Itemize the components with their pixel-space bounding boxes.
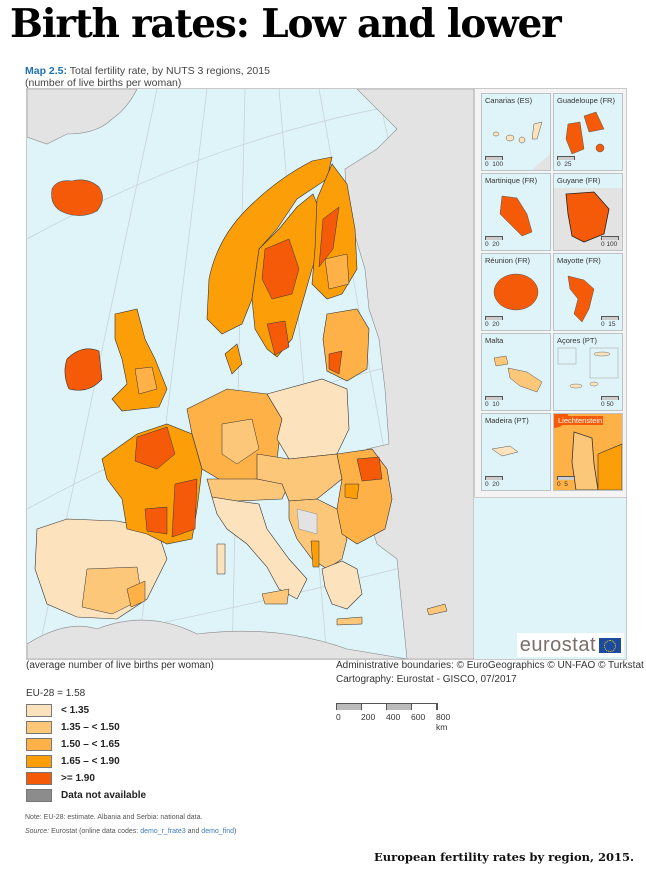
france-southeast-high xyxy=(171,478,198,538)
distance-scale-bar: 0 200 400 600 800 km xyxy=(336,703,476,732)
inset-scale: 0 100 xyxy=(601,236,619,248)
data-code-link-2[interactable]: demo_find xyxy=(201,828,234,835)
map-title: Map 2.5: Total fertility rate, by NUTS 3… xyxy=(25,65,270,77)
italy xyxy=(211,496,308,600)
lithuania-high xyxy=(328,350,343,375)
greece xyxy=(321,560,363,610)
cartography-credit: Cartography: Eurostat - GISCO, 07/2017 xyxy=(336,674,517,685)
inset-label: Canarias (ES) xyxy=(485,96,533,105)
legend-swatch xyxy=(26,755,52,768)
france-south-high xyxy=(144,506,168,535)
inset-label: Réunion (FR) xyxy=(485,256,531,265)
inset-scale: 0 20 xyxy=(485,316,503,328)
legend-item: >= 1.90 xyxy=(26,770,146,787)
figure-caption: European fertility rates by region, 2015… xyxy=(374,850,634,864)
legend-item: < 1.35 xyxy=(26,702,146,719)
greenland xyxy=(27,89,138,145)
legend-swatch xyxy=(26,704,52,717)
inset-label: Madeira (PT) xyxy=(485,416,529,425)
legend: EU-28 = 1.58 < 1.35 1.35 – < 1.50 1.50 –… xyxy=(26,688,146,804)
sweden-south-high xyxy=(266,320,290,356)
inset-label: Guadeloupe (FR) xyxy=(557,96,615,105)
inset-madeira: Madeira (PT) 0 20 xyxy=(481,413,551,491)
map-unit-caption: (average number of live births per woman… xyxy=(26,660,214,671)
legend-item: 1.50 – < 1.65 xyxy=(26,736,146,753)
romania-northeast-high xyxy=(356,456,383,482)
crete xyxy=(336,616,363,626)
inset-acores: Açores (PT) 0 50 xyxy=(553,333,623,411)
legend-swatch xyxy=(26,789,52,802)
headline: Birth rates: Low and lower xyxy=(10,1,562,47)
inset-scale: 0 50 xyxy=(601,396,619,408)
inset-reunion: Réunion (FR) 0 20 xyxy=(481,253,551,331)
norway xyxy=(206,156,333,335)
inset-label: Guyane (FR) xyxy=(557,176,601,185)
inset-label: Martinique (FR) xyxy=(485,176,538,185)
eurostat-logo: eurostat xyxy=(516,633,624,657)
north-africa xyxy=(27,619,408,659)
inset-scale: 0 10 xyxy=(485,396,503,408)
source-text: Source: Eurostat (online data codes: dem… xyxy=(25,828,237,835)
finland-south xyxy=(324,253,350,290)
note-text: Note: EU-28: estimate. Albania and Serbi… xyxy=(25,814,203,821)
choropleth-map: Canarias (ES) 0 100 Guadeloupe (FR) 0 25… xyxy=(26,88,627,660)
inset-liechtenstein: Liechtenstein 0 5 xyxy=(553,413,623,491)
inset-label: Liechtenstein xyxy=(557,416,604,425)
inset-panel: Canarias (ES) 0 100 Guadeloupe (FR) 0 25… xyxy=(474,89,626,498)
inset-label: Açores (PT) xyxy=(557,336,598,345)
inset-canarias: Canarias (ES) 0 100 xyxy=(481,93,551,171)
inset-scale: 0 100 xyxy=(485,156,503,168)
inset-scale: 0 20 xyxy=(485,476,503,488)
spain-south xyxy=(81,566,143,615)
legend-swatch xyxy=(26,721,52,734)
sardinia-corsica xyxy=(216,543,226,575)
inset-scale: 0 25 xyxy=(557,156,575,168)
finland-west-high xyxy=(318,206,340,268)
inset-label: Malta xyxy=(485,336,504,345)
legend-eu-average: EU-28 = 1.58 xyxy=(26,688,86,699)
inset-scale: 0 20 xyxy=(485,236,503,248)
inset-guyane: Guyane (FR) 0 100 xyxy=(553,173,623,251)
romania-central xyxy=(344,483,360,500)
inset-malta: Malta 0 10 xyxy=(481,333,551,411)
legend-item: 1.65 – < 1.90 xyxy=(26,753,146,770)
murcia xyxy=(126,580,146,608)
sweden-north-high xyxy=(261,238,300,300)
cyprus xyxy=(426,603,448,616)
inset-guadeloupe: Guadeloupe (FR) 0 25 xyxy=(553,93,623,171)
data-code-link-1[interactable]: demo_r_frate3 xyxy=(140,828,186,835)
map-number: Map 2.5: xyxy=(25,65,68,77)
sicily xyxy=(261,588,290,605)
legend-swatch xyxy=(26,738,52,751)
inset-label: Mayotte (FR) xyxy=(557,256,601,265)
albania xyxy=(310,540,320,568)
inset-martinique: Martinique (FR) 0 20 xyxy=(481,173,551,251)
main-map-svg xyxy=(27,89,474,659)
france-north-high xyxy=(134,426,176,470)
germany-central xyxy=(221,418,260,465)
eu-flag-icon xyxy=(599,637,621,653)
baltic-states xyxy=(322,308,370,382)
uk-england xyxy=(134,366,158,395)
map-subtitle: (number of live births per woman) xyxy=(25,77,182,89)
inset-scale: 0 5 xyxy=(557,476,575,488)
iceland xyxy=(51,179,103,216)
ireland xyxy=(64,348,103,391)
inset-mayotte: Mayotte (FR) 0 15 xyxy=(553,253,623,331)
bosnia-no-data xyxy=(296,508,318,535)
logo-text: eurostat xyxy=(519,634,596,656)
legend-swatch xyxy=(26,772,52,785)
united-kingdom xyxy=(111,308,168,412)
legend-item: 1.35 – < 1.50 xyxy=(26,719,146,736)
russia-ukraine-belarus xyxy=(344,89,474,659)
legend-item: Data not available xyxy=(26,787,146,804)
map-title-text: Total fertility rate, by NUTS 3 regions,… xyxy=(69,65,270,77)
boundaries-credit: Administrative boundaries: © EuroGeograp… xyxy=(336,660,644,671)
inset-scale: 0 15 xyxy=(601,316,619,328)
denmark xyxy=(224,343,243,375)
